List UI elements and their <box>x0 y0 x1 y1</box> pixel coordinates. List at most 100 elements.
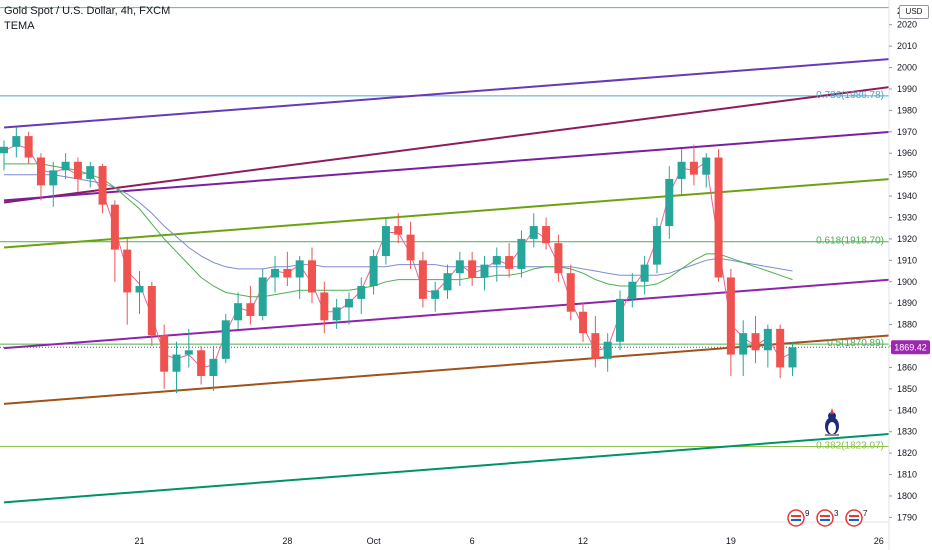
candle[interactable] <box>702 153 711 188</box>
candle[interactable] <box>640 256 649 295</box>
candle[interactable] <box>147 281 156 347</box>
candle[interactable] <box>406 221 415 269</box>
candle[interactable] <box>788 341 797 376</box>
candle[interactable] <box>344 292 353 325</box>
event-3-flag[interactable]: 7 <box>845 509 868 527</box>
candle[interactable] <box>591 316 600 368</box>
candle[interactable] <box>776 324 785 379</box>
maroon-1-trendline[interactable] <box>3 86 891 204</box>
candle-body <box>628 281 637 299</box>
indicator-label[interactable]: TEMA <box>4 20 35 32</box>
candle-body <box>332 307 341 321</box>
event-count: 3 <box>834 509 839 518</box>
candle[interactable] <box>369 249 378 295</box>
fib-786-label: 0.786(1986.78) <box>816 90 884 101</box>
candle[interactable] <box>665 166 674 239</box>
candle-body <box>751 333 760 351</box>
candle[interactable] <box>308 247 316 304</box>
candle[interactable] <box>221 313 230 364</box>
candle[interactable] <box>197 346 206 385</box>
candle[interactable] <box>542 217 551 250</box>
candle[interactable] <box>86 161 95 188</box>
tema-line[interactable] <box>3 144 793 368</box>
candle[interactable] <box>234 292 243 329</box>
candle[interactable] <box>271 256 280 293</box>
candle[interactable] <box>652 217 661 274</box>
candle[interactable] <box>689 144 698 186</box>
candle[interactable] <box>258 268 267 321</box>
candle-body <box>739 333 748 355</box>
candle[interactable] <box>566 264 575 321</box>
penguin-icon[interactable] <box>825 408 839 436</box>
last-price-tag[interactable]: 1869.42 <box>891 340 930 355</box>
candle[interactable] <box>110 200 119 282</box>
candle[interactable] <box>160 324 169 389</box>
candle[interactable] <box>492 247 501 282</box>
candle[interactable] <box>628 273 637 308</box>
candle[interactable] <box>763 324 772 368</box>
candle[interactable] <box>36 153 45 201</box>
candle[interactable] <box>505 243 514 278</box>
candle-body <box>357 286 366 299</box>
candle-body <box>505 256 514 269</box>
candle[interactable] <box>480 256 489 291</box>
candle[interactable] <box>394 213 403 244</box>
candle[interactable] <box>616 290 624 351</box>
candle[interactable] <box>123 238 132 325</box>
candle[interactable] <box>73 157 82 192</box>
plot-area[interactable]: 0.786(1986.78) 0.618(1918.70) 0.5(1870.89)… <box>0 7 891 504</box>
candle[interactable] <box>135 271 144 314</box>
purple-2-trendline[interactable] <box>3 130 891 202</box>
candle[interactable] <box>603 333 612 372</box>
candle[interactable] <box>12 127 21 158</box>
candle[interactable] <box>468 251 477 287</box>
candle[interactable] <box>0 140 8 171</box>
candle[interactable] <box>455 251 464 287</box>
candle[interactable] <box>295 256 304 299</box>
y-tick-label: 1820 <box>897 448 917 458</box>
candle-body <box>406 234 415 261</box>
candle[interactable] <box>209 346 218 391</box>
candle[interactable] <box>184 328 193 368</box>
candle[interactable] <box>61 153 70 179</box>
olive-trendline[interactable] <box>3 178 891 249</box>
teal-bottom-trendline[interactable] <box>3 432 891 504</box>
event-2-flag[interactable]: 3 <box>816 509 839 527</box>
candle-body <box>160 335 169 372</box>
candle[interactable] <box>24 131 33 164</box>
candle-body <box>36 157 45 186</box>
currency-button[interactable]: USD <box>899 5 929 19</box>
candle[interactable] <box>739 320 748 376</box>
candle[interactable] <box>320 281 329 334</box>
candle[interactable] <box>579 303 588 342</box>
candle[interactable] <box>751 316 760 364</box>
purple-top-trendline[interactable] <box>3 58 891 129</box>
candle[interactable] <box>381 217 390 265</box>
ma-green-line[interactable] <box>4 163 793 298</box>
x-tick-label: 28 <box>282 536 292 546</box>
candle[interactable] <box>357 277 366 314</box>
candle[interactable] <box>283 251 292 287</box>
candle[interactable] <box>443 264 452 299</box>
candle[interactable] <box>98 163 107 214</box>
candle[interactable] <box>49 161 58 207</box>
candle[interactable] <box>172 341 181 394</box>
candle[interactable] <box>332 298 341 329</box>
candle-body <box>12 136 21 147</box>
candle[interactable] <box>431 281 440 312</box>
candle[interactable] <box>714 148 723 282</box>
candle[interactable] <box>418 251 427 308</box>
candle[interactable] <box>517 230 526 278</box>
y-axis-panel[interactable] <box>889 0 932 550</box>
candle[interactable] <box>726 268 735 376</box>
candle[interactable] <box>529 213 538 248</box>
ma-blue-line[interactable] <box>4 174 793 276</box>
candle[interactable] <box>246 286 255 325</box>
y-tick-label: 1940 <box>897 191 917 201</box>
candle[interactable] <box>677 148 686 197</box>
fib-382-label: 0.382(1823.07) <box>816 441 884 452</box>
candle[interactable] <box>554 234 563 282</box>
event-1-flag[interactable]: 9 <box>787 509 810 527</box>
